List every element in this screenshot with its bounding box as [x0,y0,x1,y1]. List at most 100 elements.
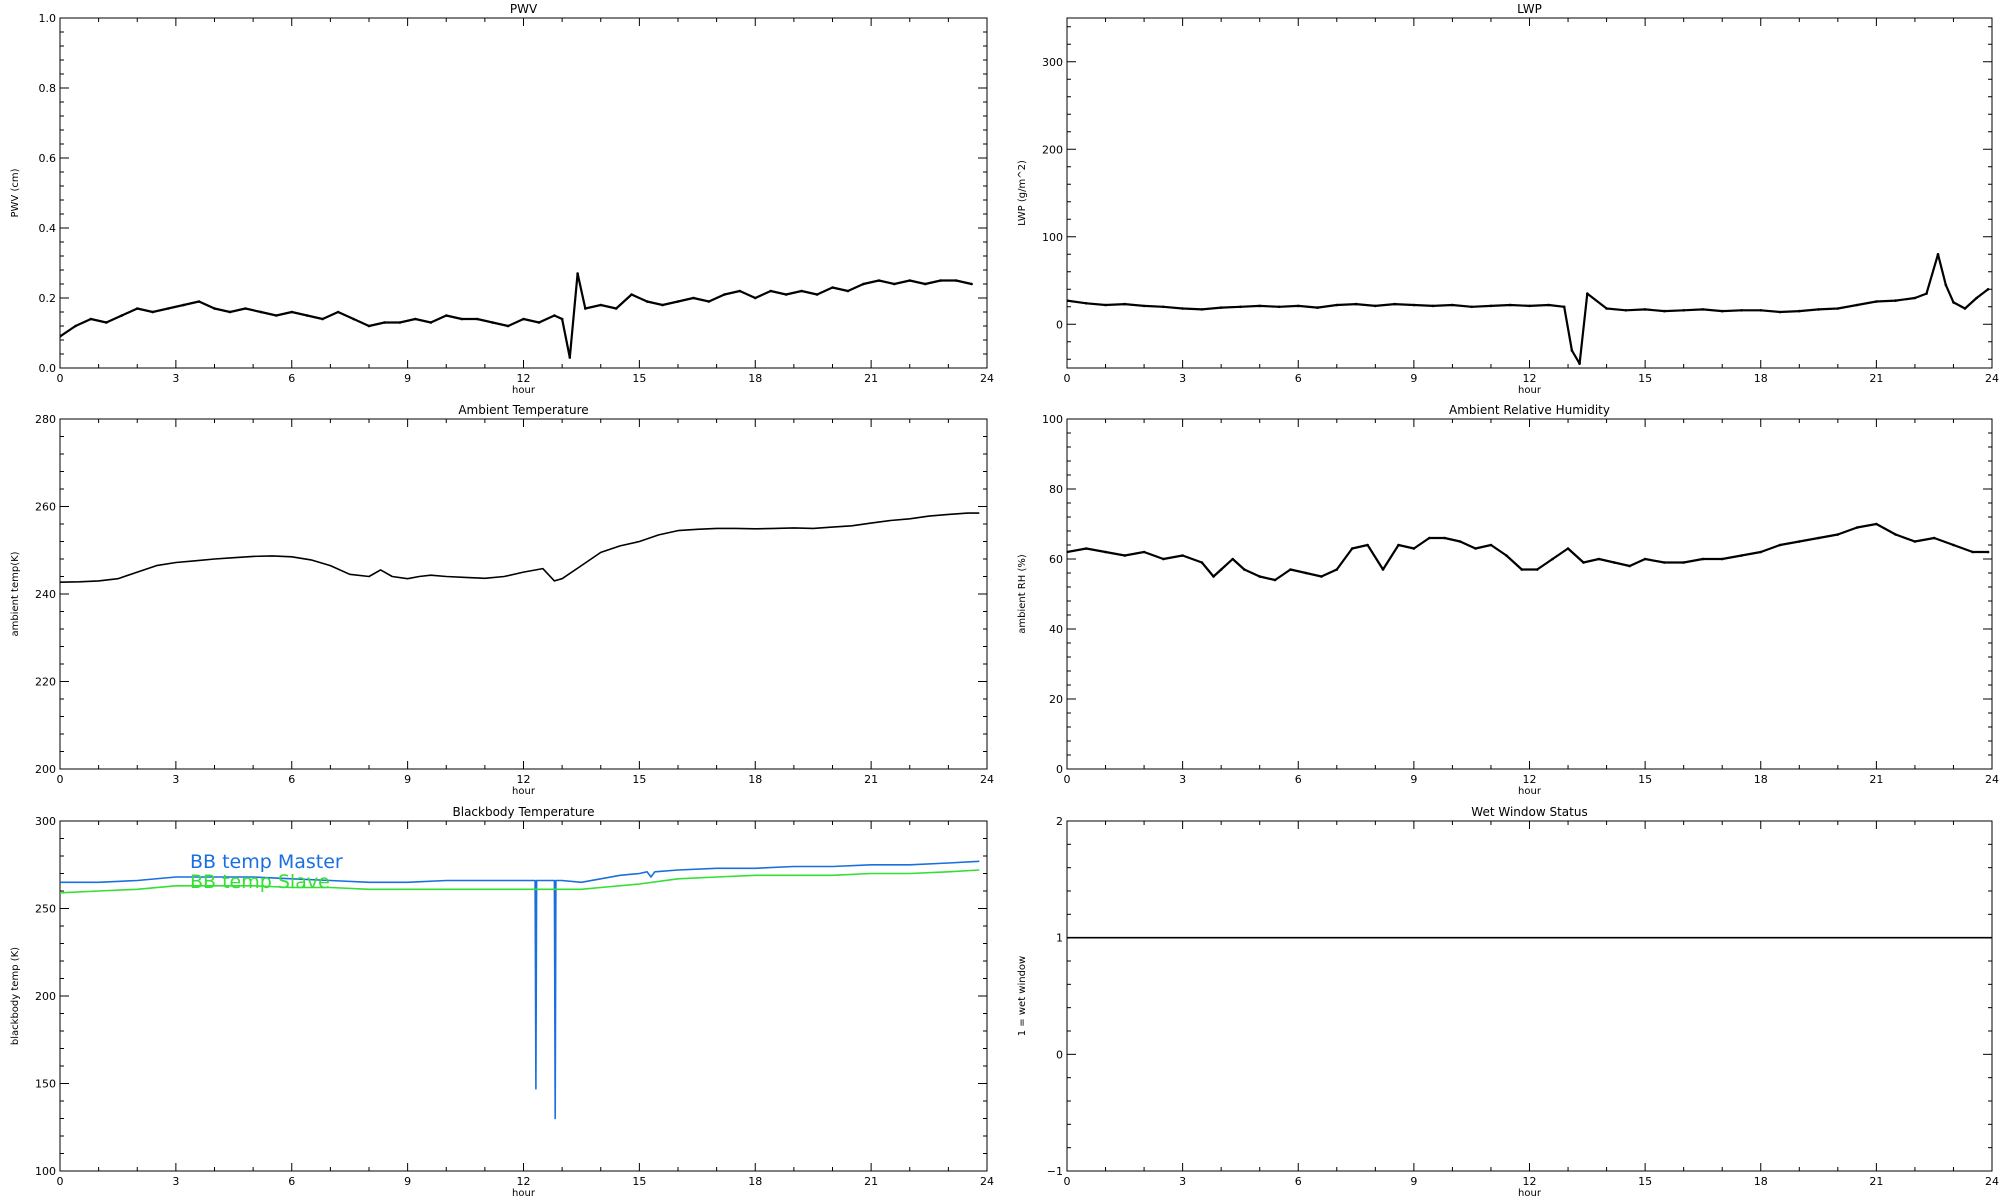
y-tick-label: 2 [1056,815,1063,828]
x-tick-label: 15 [632,773,646,786]
data-point [1578,362,1581,365]
data-point [1123,554,1127,557]
x-tick-label: 24 [980,372,994,385]
data-point [723,293,726,296]
data-point [846,289,850,293]
data-point [105,321,108,324]
data-point [1458,540,1462,543]
data-point [182,303,185,307]
data-point [1740,309,1743,312]
chart-panel-ambient_rh: 0 3 6 9 12 15 18 21 24 0 20 40 60 80 100 Ambient Relati… [1017,403,1999,797]
data-point [1643,557,1647,561]
data-point [1162,557,1165,561]
x-axis-label: hour [512,385,536,396]
x-tick-label: 15 [1638,1175,1652,1188]
x-tick-label: 21 [1869,1175,1883,1188]
data-point [970,282,973,286]
data-point [1123,302,1127,306]
y-tick-label: 200 [35,763,56,776]
data-point [584,307,587,310]
y-tick-label: 250 [35,903,56,916]
y-tick-label: 300 [1042,56,1063,69]
data-point [1428,536,1431,540]
x-tick-label: 24 [1985,372,1999,385]
y-tick-label: 100 [1042,231,1063,244]
data-point [305,314,309,317]
x-tick-label: 9 [404,372,411,385]
x-axis-label: hour [512,1188,536,1199]
data-point [1085,302,1088,305]
y-axis-label: PWV (cm) [10,168,21,217]
data-point [1551,557,1554,561]
data-point [800,289,803,293]
y-tick-label: 1 [1056,932,1063,945]
x-tick-label: 0 [57,1175,64,1188]
data-point [1335,303,1339,307]
data-point [336,310,340,314]
data-point [1104,303,1107,307]
data-point [1277,305,1281,309]
data-point [923,282,927,286]
y-axis-label: ambient RH (%) [1017,554,1028,634]
data-point [120,314,124,317]
x-tick-label: 21 [864,773,878,786]
chart-panel-lwp: 0 3 6 9 12 15 18 21 24 0 100 200 300 LWP hour LWP (g/m^… [1017,2,1999,396]
y-tick-label: 1.0 [39,12,57,25]
data-point [1759,550,1763,554]
data-point [1304,571,1308,575]
data-point [1374,304,1377,308]
data-point [460,317,464,321]
data-point [893,282,896,286]
data-point [1547,303,1551,307]
x-tick-label: 6 [1295,372,1302,385]
data-point [383,321,386,324]
data-point [1836,533,1840,536]
data-point [1508,303,1512,307]
data-point [1740,554,1743,557]
data-point [1273,578,1277,582]
data-point [862,282,865,286]
x-tick-label: 6 [1295,773,1302,786]
data-point [1971,550,1974,554]
data-point [1986,288,1990,291]
x-tick-label: 18 [1754,372,1768,385]
chart-title: Wet Window Status [1471,805,1587,819]
x-tick-label: 12 [1523,773,1537,786]
data-point [1913,540,1917,543]
data-point [553,314,556,317]
data-point [939,279,942,282]
data-point [1952,301,1955,304]
data-point [136,307,139,310]
y-tick-label: 260 [35,501,56,514]
data-point [560,317,564,321]
y-tick-label: 240 [35,588,56,601]
data-point [1663,309,1666,313]
x-tick-label: 9 [1410,773,1417,786]
data-point [645,300,649,303]
data-point [1181,307,1184,310]
data-point [197,300,201,303]
x-tick-label: 12 [517,1175,531,1188]
plot-frame [1066,17,1993,369]
data-point [1366,543,1369,547]
data-point [429,321,433,324]
x-tick-label: 15 [1638,773,1652,786]
data-point [259,310,263,314]
data-point [1219,568,1223,571]
data-point [1952,543,1955,547]
y-axis-label: LWP (g/m^2) [1017,160,1028,226]
y-tick-label: 0 [1056,318,1063,331]
data-point [1297,304,1300,308]
data-point [1412,303,1416,307]
data-point [290,310,294,314]
data-point [815,293,819,296]
data-point [1335,568,1339,571]
data-point [1759,309,1763,312]
data-point [275,314,278,317]
x-tick-label: 9 [404,773,411,786]
x-tick-label: 24 [1985,1175,1999,1188]
x-tick-label: 21 [864,372,878,385]
x-tick-label: 18 [1754,773,1768,786]
chart-title: Ambient Temperature [458,403,588,417]
x-tick-label: 6 [288,372,295,385]
